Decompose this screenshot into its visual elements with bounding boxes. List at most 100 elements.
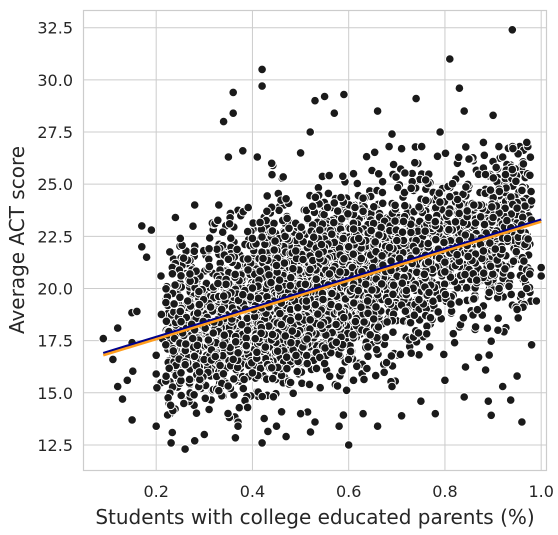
scatter-point [451, 218, 460, 227]
scatter-point [267, 278, 276, 287]
scatter-point [362, 152, 371, 161]
scatter-point [377, 280, 386, 289]
scatter-point [503, 234, 512, 243]
scatter-point [256, 218, 265, 227]
scatter-point [248, 234, 257, 243]
scatter-point [142, 253, 151, 262]
scatter-point [195, 300, 204, 309]
scatter-point [261, 343, 270, 352]
x-tick-label: 0.8 [432, 482, 457, 501]
scatter-point [286, 281, 295, 290]
scatter-point [415, 351, 424, 360]
scatter-point [171, 281, 180, 290]
scatter-point [498, 382, 507, 391]
scatter-point [371, 238, 380, 247]
scatter-point [162, 298, 171, 307]
scatter-point [282, 195, 291, 204]
scatter-point [316, 383, 325, 392]
scatter-point [440, 350, 449, 359]
scatter-point [450, 338, 459, 347]
scatter-point [306, 428, 315, 437]
scatter-point [460, 393, 469, 402]
scatter-point [275, 276, 284, 285]
scatter-point [166, 401, 175, 410]
scatter-point [325, 270, 334, 279]
scatter-point [259, 254, 268, 263]
scatter-point [378, 177, 387, 186]
scatter-point [289, 389, 298, 398]
scatter-point [445, 209, 454, 218]
scatter-point [285, 224, 294, 233]
scatter-point [349, 169, 358, 178]
scatter-point [311, 418, 320, 427]
scatter-point [506, 396, 515, 405]
scatter-point [264, 427, 273, 436]
scatter-point [373, 422, 382, 431]
scatter-point [268, 374, 277, 383]
scatter-point [303, 214, 312, 223]
scatter-point [464, 252, 473, 261]
scatter-point [147, 226, 156, 235]
x-tick-label: 0.2 [143, 482, 168, 501]
scatter-point [491, 245, 500, 254]
scatter-point [215, 201, 224, 210]
scatter-point [387, 352, 396, 361]
scatter-point [152, 422, 161, 431]
scatter-point [219, 117, 228, 126]
scatter-point [201, 394, 210, 403]
scatter-point [224, 255, 233, 264]
scatter-point [385, 243, 394, 252]
scatter-point [410, 311, 419, 320]
scatter-point [286, 316, 295, 325]
scatter-point [441, 376, 450, 385]
scatter-point [470, 295, 479, 304]
scatter-point [312, 364, 321, 373]
scatter-point [254, 294, 263, 303]
scatter-point [334, 303, 343, 312]
scatter-point [190, 352, 199, 361]
scatter-point [179, 254, 188, 263]
scatter-point [286, 378, 295, 387]
scatter-point [513, 372, 522, 381]
scatter-point [388, 382, 397, 391]
scatter-point [239, 290, 248, 299]
scatter-point [513, 204, 522, 213]
scatter-point [113, 382, 122, 391]
scatter-point [436, 128, 445, 137]
scatter-point [231, 270, 240, 279]
scatter-point [287, 273, 296, 282]
scatter-point [459, 314, 468, 323]
scatter-point [507, 290, 516, 299]
scatter-point [441, 290, 450, 299]
scatter-point [227, 234, 236, 243]
scatter-point [263, 192, 272, 201]
scatter-point [513, 305, 522, 314]
scatter-point [414, 329, 423, 338]
scatter-point [162, 285, 171, 294]
scatter-point [276, 309, 285, 318]
scatter-point [372, 345, 381, 354]
scatter-point [401, 307, 410, 316]
y-tick-label: 30.0 [37, 71, 73, 90]
scatter-point [422, 330, 431, 339]
scatter-point [426, 313, 435, 322]
y-axis-label: Average ACT score [5, 146, 29, 334]
scatter-point [532, 297, 541, 306]
scatter-point [461, 270, 470, 279]
scatter-point [462, 183, 471, 192]
scatter-point [339, 234, 348, 243]
scatter-point [380, 368, 389, 377]
scatter-point [279, 173, 288, 182]
scatter-point [272, 261, 281, 270]
scatter-point [218, 228, 227, 237]
scatter-point [152, 370, 161, 379]
scatter-point [270, 246, 279, 255]
scatter-point [397, 412, 406, 421]
scatter-point [407, 349, 416, 358]
scatter-point [176, 307, 185, 316]
scatter-point [258, 82, 267, 91]
scatter-point [525, 270, 534, 279]
scatter-point [431, 409, 440, 418]
y-tick-label: 22.5 [37, 227, 73, 246]
scatter-point [366, 331, 375, 340]
